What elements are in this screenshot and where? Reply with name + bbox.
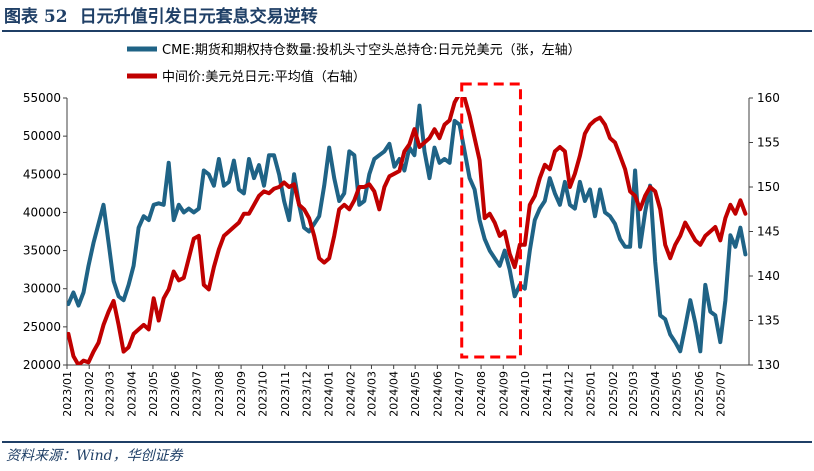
x-tick-label: 2023/03: [103, 371, 116, 417]
x-tick-label: 2023/01: [61, 371, 74, 417]
x-tick-label: 2023/12: [300, 371, 313, 417]
x-tick-label: 2024/05: [409, 371, 422, 417]
legend-label: 中间价:美元兑日元:平均值（右轴）: [162, 69, 366, 85]
x-tick-label: 2023/10: [257, 371, 270, 417]
figure-heading: 日元升值引发日元套息交易逆转: [79, 7, 318, 27]
x-tick-label: 2023/06: [169, 371, 182, 417]
x-tick-label: 2023/04: [125, 371, 138, 417]
highlight-box: [460, 82, 522, 359]
source-note: 资料来源：Wind，华创证券: [6, 448, 183, 464]
y-right-tick-label: 135: [757, 314, 780, 328]
y-left-tick-label: 30000: [23, 282, 61, 296]
x-tick-label: 2025/02: [607, 371, 620, 417]
x-tick-label: 2025/06: [693, 371, 706, 417]
x-tick-label: 2024/04: [388, 371, 401, 417]
x-tick-label: 2024/12: [562, 371, 575, 417]
x-tick-label: 2024/06: [431, 371, 444, 417]
x-tick-label: 2025/07: [714, 371, 727, 417]
x-tick-label: 2024/01: [322, 371, 335, 417]
source-rule: [2, 441, 812, 443]
x-tick-label: 2025/05: [671, 371, 684, 417]
x-tick-label: 2025/01: [585, 371, 598, 417]
usdjpy-line: [67, 97, 748, 365]
x-tick-label: 2023/07: [191, 371, 204, 417]
y-right-tick-label: 145: [757, 225, 780, 239]
y-left-tick-label: 55000: [23, 91, 61, 105]
x-tick-label: 2024/02: [345, 371, 358, 417]
y-left-tick-label: 35000: [23, 244, 61, 258]
x-tick-label: 2024/03: [365, 371, 378, 417]
legend-label: CME:期货和期权持仓数量:投机头寸空头总持仓:日元兑美元（张，左轴）: [162, 42, 581, 58]
x-tick-label: 2025/04: [649, 371, 662, 417]
x-tick-label: 2024/07: [453, 371, 466, 417]
y-right-tick-label: 155: [757, 136, 780, 150]
x-tick-label: 2024/11: [541, 371, 554, 417]
x-tick-label: 2023/08: [213, 371, 226, 417]
x-tick-label: 2024/10: [519, 371, 532, 417]
y-left-tick-label: 50000: [23, 129, 61, 143]
x-tick-label: 2023/11: [279, 371, 292, 417]
y-right-tick-label: 160: [757, 91, 780, 105]
y-right-tick-label: 140: [757, 269, 780, 283]
y-right-tick-label: 130: [757, 358, 780, 372]
x-tick-label: 2023/02: [83, 371, 96, 417]
figure-label: 图表 52: [4, 7, 68, 27]
figure-title: 图表 52 日元升值引发日元套息交易逆转: [4, 2, 318, 27]
y-left-tick-label: 20000: [23, 358, 61, 372]
x-tick-label: 2024/09: [497, 371, 510, 417]
x-tick-label: 2023/05: [147, 371, 160, 417]
y-right-tick-label: 150: [757, 180, 780, 194]
y-left-tick-label: 25000: [23, 320, 61, 334]
x-tick-label: 2024/08: [475, 371, 488, 417]
y-left-tick-label: 45000: [23, 167, 61, 181]
x-tick-label: 2023/09: [235, 371, 248, 417]
cme-short-position-line: [67, 103, 748, 354]
title-rule: [2, 30, 812, 32]
x-tick-label: 2025/03: [627, 371, 640, 417]
y-left-tick-label: 40000: [23, 205, 61, 219]
